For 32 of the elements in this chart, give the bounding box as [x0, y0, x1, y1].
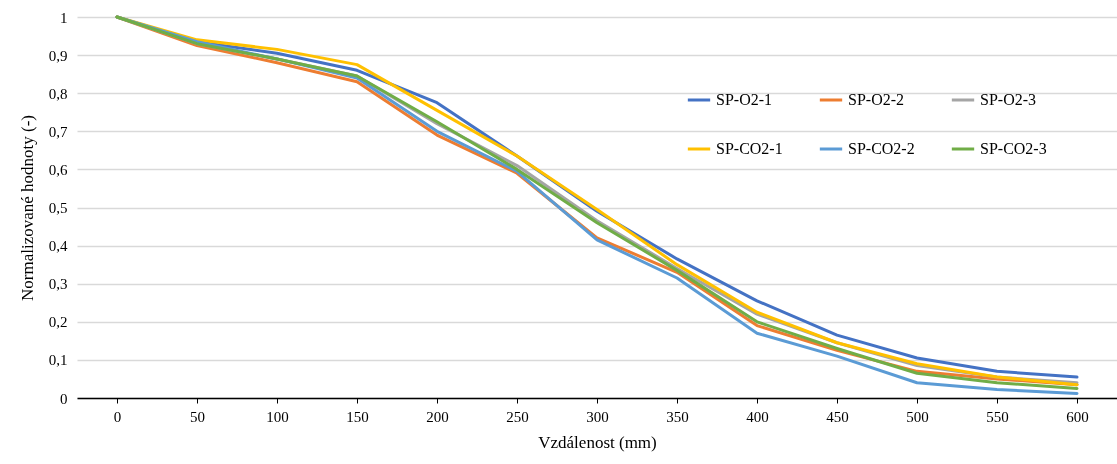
y-tick-label: 0,8	[48, 85, 68, 102]
y-axis-title: Normalizované hodnoty (-)	[17, 115, 37, 301]
y-tick-label: 0	[60, 390, 68, 407]
x-tick-label: 550	[986, 408, 1009, 425]
x-tick-label: 200	[426, 408, 449, 425]
legend-label: SP-O2-2	[848, 91, 905, 108]
x-tick-label: 300	[586, 408, 609, 425]
x-tick-label: 600	[1066, 408, 1089, 425]
y-tick-label: 0,9	[48, 47, 68, 64]
x-tick-label: 100	[266, 408, 289, 425]
y-tick-label: 0,4	[48, 238, 68, 255]
legend-label: SP-CO2-3	[980, 140, 1047, 157]
x-tick-label: 50	[190, 408, 205, 425]
y-tick-label: 0,2	[48, 314, 68, 331]
x-tick-label: 400	[746, 408, 769, 425]
legend-label: SP-CO2-1	[716, 140, 783, 157]
y-tick-label: 0,3	[48, 276, 68, 293]
x-tick-label: 500	[906, 408, 929, 425]
y-tick-label: 1	[60, 9, 68, 26]
y-tick-label: 0,6	[48, 161, 68, 178]
x-tick-label: 250	[506, 408, 529, 425]
y-tick-label: 0,1	[48, 352, 68, 369]
x-tick-label: 150	[346, 408, 369, 425]
legend-label: SP-O2-1	[716, 91, 773, 108]
legend-label: SP-CO2-2	[848, 140, 915, 157]
x-axis-title: Vzdálenost (mm)	[538, 432, 657, 452]
x-tick-label: 450	[826, 408, 849, 425]
legend-label: SP-O2-3	[980, 91, 1037, 108]
x-tick-label: 350	[666, 408, 689, 425]
y-tick-label: 0,5	[48, 200, 68, 216]
x-tick-label: 0	[113, 408, 122, 425]
y-tick-label: 0,7	[48, 123, 68, 140]
